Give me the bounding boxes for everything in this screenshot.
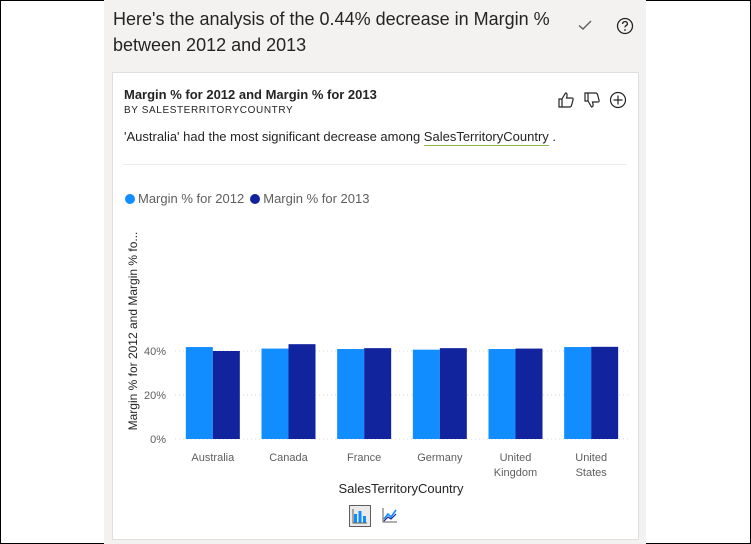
bar xyxy=(488,349,516,439)
card-title: Margin % for 2012 and Margin % for 2013 xyxy=(124,87,377,102)
x-tick-label: United xyxy=(575,452,607,464)
insight-card: Margin % for 2012 and Margin % for 2013 … xyxy=(112,72,639,540)
card-actions xyxy=(556,90,628,110)
x-tick-label: States xyxy=(576,467,608,479)
thumbs-down-icon[interactable] xyxy=(582,90,602,110)
y-tick-label: 20% xyxy=(144,390,166,402)
bar xyxy=(337,349,365,439)
line-chart-icon[interactable] xyxy=(380,505,402,527)
card-divider xyxy=(123,164,626,165)
x-tick-label: Kingdom xyxy=(494,467,537,479)
y-tick-label: 0% xyxy=(150,434,166,446)
bar xyxy=(564,347,592,439)
bar xyxy=(515,348,543,439)
bar xyxy=(212,351,240,439)
bar xyxy=(439,348,467,439)
insight-text: 'Australia' had the most significant dec… xyxy=(124,129,557,146)
legend-swatch-2013 xyxy=(250,193,261,204)
insight-prefix: 'Australia' had the most significant dec… xyxy=(124,129,424,144)
legend-item-2012[interactable]: Margin % for 2012 xyxy=(125,191,244,206)
legend-swatch-2012 xyxy=(125,193,135,204)
help-icon[interactable] xyxy=(615,16,635,36)
check-icon[interactable] xyxy=(576,16,594,34)
insight-field-link[interactable]: SalesTerritoryCountry xyxy=(423,129,549,146)
bar xyxy=(364,348,392,439)
analysis-headline: Here's the analysis of the 0.44% decreas… xyxy=(113,9,550,55)
bar xyxy=(412,349,440,439)
x-tick-label: Germany xyxy=(417,452,463,464)
bar xyxy=(261,348,289,439)
add-icon[interactable] xyxy=(608,90,628,110)
thumbs-up-icon[interactable] xyxy=(556,90,576,110)
x-axis-title: SalesTerritoryCountry xyxy=(339,481,464,496)
bar xyxy=(185,347,213,439)
y-axis-title: Margin % for 2012 and Margin % fo... xyxy=(126,232,140,431)
x-tick-label: Australia xyxy=(191,452,235,464)
bar xyxy=(591,346,619,439)
x-tick-label: Canada xyxy=(269,452,308,464)
visual-type-switcher xyxy=(349,505,402,527)
y-tick-label: 40% xyxy=(144,346,166,358)
legend-label-2012: Margin % for 2012 xyxy=(138,191,245,206)
margin-column-chart: 0% 20% 40% Margin % for 2012 and Margin % f… xyxy=(126,232,629,496)
legend-item-2013[interactable]: Margin % for 2013 xyxy=(250,191,369,206)
bar xyxy=(288,344,316,439)
insight-suffix: . xyxy=(548,129,557,144)
chart-legend: Margin % for 2012 Margin % for 2013 xyxy=(125,191,369,206)
card-subtitle: BY SALESTERRITORYCOUNTRY xyxy=(124,105,294,116)
x-tick-label: France xyxy=(347,452,381,464)
legend-label-2013: Margin % for 2013 xyxy=(263,191,370,206)
column-chart-icon[interactable] xyxy=(349,505,371,527)
x-tick-label: United xyxy=(500,452,532,464)
